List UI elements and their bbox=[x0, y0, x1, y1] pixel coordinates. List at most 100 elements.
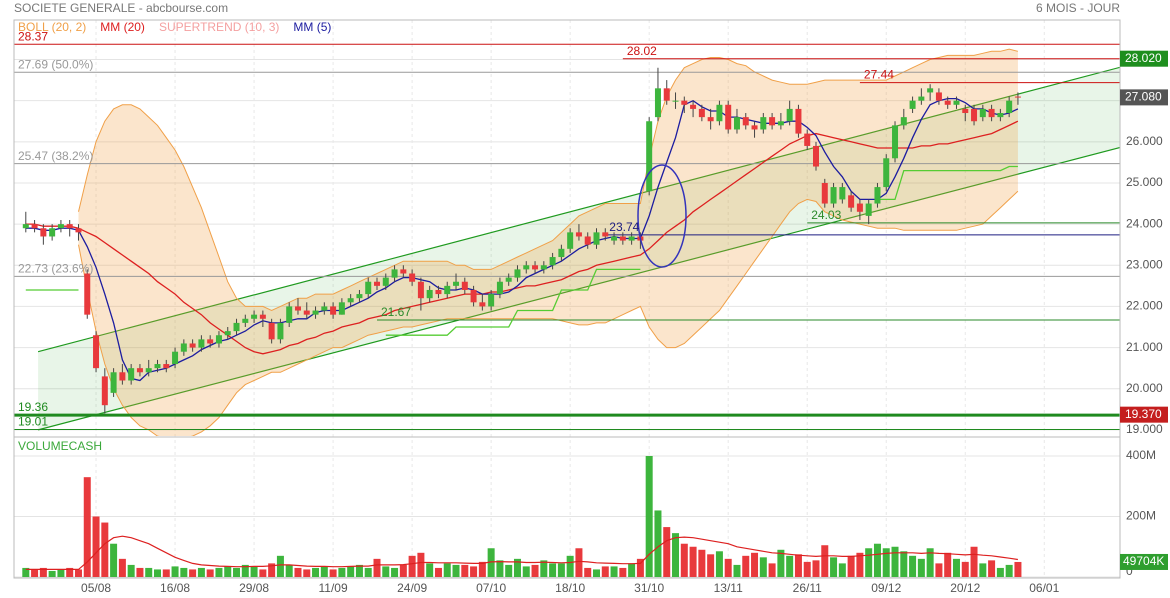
volume-bar bbox=[338, 567, 346, 577]
y-tick-label: 22.000 bbox=[1126, 299, 1163, 313]
candle-body bbox=[558, 248, 565, 258]
candle-body bbox=[136, 368, 143, 373]
candle-body bbox=[935, 92, 942, 101]
volume-bar bbox=[382, 566, 390, 577]
volume-bar bbox=[364, 567, 372, 577]
volume-bar bbox=[540, 560, 548, 577]
volume-bar bbox=[601, 566, 609, 577]
candle-body bbox=[751, 125, 758, 130]
volume-bar bbox=[619, 567, 627, 577]
volume-bar bbox=[101, 522, 109, 577]
candle-body bbox=[75, 228, 82, 233]
candle-body bbox=[830, 187, 837, 204]
candle-body bbox=[409, 273, 416, 282]
x-tick-label: 11/09 bbox=[319, 581, 348, 595]
candle-body bbox=[567, 232, 574, 249]
volume-bar bbox=[154, 569, 161, 577]
y-tick-label: 21.000 bbox=[1126, 340, 1163, 354]
volume-bar bbox=[636, 558, 644, 577]
candle-body bbox=[611, 236, 618, 241]
x-tick-label: 20/12 bbox=[950, 581, 980, 595]
volume-bar bbox=[707, 554, 715, 577]
volume-bar bbox=[329, 569, 337, 577]
y-tick-label: 25.000 bbox=[1126, 175, 1163, 189]
candle-body bbox=[742, 117, 749, 126]
candle-body bbox=[804, 133, 811, 146]
candle-body bbox=[356, 294, 363, 299]
volume-bar bbox=[873, 543, 881, 577]
candle-body bbox=[435, 289, 442, 295]
candle-body bbox=[698, 108, 705, 118]
bollinger-lower bbox=[78, 190, 1019, 436]
candle-body bbox=[101, 376, 108, 406]
candle-body bbox=[338, 302, 345, 315]
candle-body bbox=[400, 269, 407, 274]
volume-bar bbox=[197, 567, 205, 577]
level-label: 28.02 bbox=[627, 44, 657, 58]
candle-body bbox=[883, 158, 890, 188]
candle-body bbox=[207, 339, 214, 344]
candle-body bbox=[154, 364, 161, 369]
volume-bar bbox=[189, 569, 197, 577]
volume-bar bbox=[513, 558, 521, 577]
candle-body bbox=[145, 368, 152, 373]
volume-bar bbox=[838, 563, 846, 577]
volume-bar bbox=[654, 510, 662, 577]
candle-body bbox=[488, 294, 495, 307]
candle-body bbox=[619, 236, 626, 241]
candle-body bbox=[479, 302, 486, 307]
volume-bar bbox=[672, 533, 680, 577]
volume-ma-line bbox=[25, 535, 1018, 570]
level-label: 27.69 (50.0%) bbox=[18, 57, 93, 71]
volume-bar bbox=[215, 567, 223, 577]
volume-bar bbox=[549, 563, 557, 577]
candle-body bbox=[330, 306, 337, 315]
candle-body bbox=[927, 88, 934, 93]
volume-bar bbox=[417, 552, 425, 577]
candle-body bbox=[856, 203, 863, 212]
candle-body bbox=[725, 104, 732, 130]
volume-tag-label: 49704K bbox=[1123, 554, 1164, 568]
volume-bar bbox=[742, 555, 750, 577]
candle-body bbox=[716, 104, 723, 122]
level-label: 24.03 bbox=[811, 208, 841, 222]
x-tick-label: 06/01 bbox=[1029, 581, 1059, 595]
volume-bar bbox=[768, 563, 776, 577]
volume-bar bbox=[145, 567, 153, 577]
price-tag bbox=[1120, 406, 1168, 423]
volume-bar bbox=[241, 564, 249, 577]
level-label: 27.44 bbox=[864, 68, 894, 82]
volume-bar bbox=[812, 560, 820, 577]
volume-bar bbox=[751, 552, 759, 577]
legend-entry: SUPERTREND (10, 3) bbox=[159, 20, 279, 34]
y-tick-label: 26.000 bbox=[1126, 134, 1163, 148]
candle-body bbox=[979, 108, 986, 118]
candle-body bbox=[286, 306, 293, 323]
candle-body bbox=[110, 372, 117, 393]
chart-title: SOCIETE GENERALE - abcbourse.com bbox=[14, 1, 228, 15]
volume-bar bbox=[48, 570, 56, 577]
volume-bar bbox=[689, 546, 697, 577]
x-tick-label: 31/10 bbox=[634, 581, 664, 595]
candle-body bbox=[532, 265, 539, 270]
candle-body bbox=[347, 298, 354, 303]
volume-bar bbox=[31, 569, 39, 577]
volume-bar bbox=[830, 557, 838, 577]
volume-bar bbox=[952, 558, 960, 577]
candle-body bbox=[786, 108, 793, 122]
volume-bar bbox=[452, 564, 460, 577]
bollinger-upper bbox=[78, 48, 1019, 312]
volume-bar bbox=[391, 567, 399, 577]
candle-body bbox=[470, 289, 477, 303]
candle-body bbox=[707, 117, 714, 122]
legend-entry: MM (5) bbox=[293, 20, 331, 34]
volume-bar bbox=[970, 546, 978, 577]
candle-body bbox=[672, 100, 679, 102]
candle-body bbox=[584, 236, 591, 245]
volume-bar bbox=[39, 567, 47, 577]
level-label: 28.37 bbox=[18, 29, 48, 43]
candle-body bbox=[294, 306, 301, 311]
candle-body bbox=[57, 224, 64, 229]
candle-body bbox=[795, 108, 802, 134]
volume-panel bbox=[22, 456, 1022, 577]
